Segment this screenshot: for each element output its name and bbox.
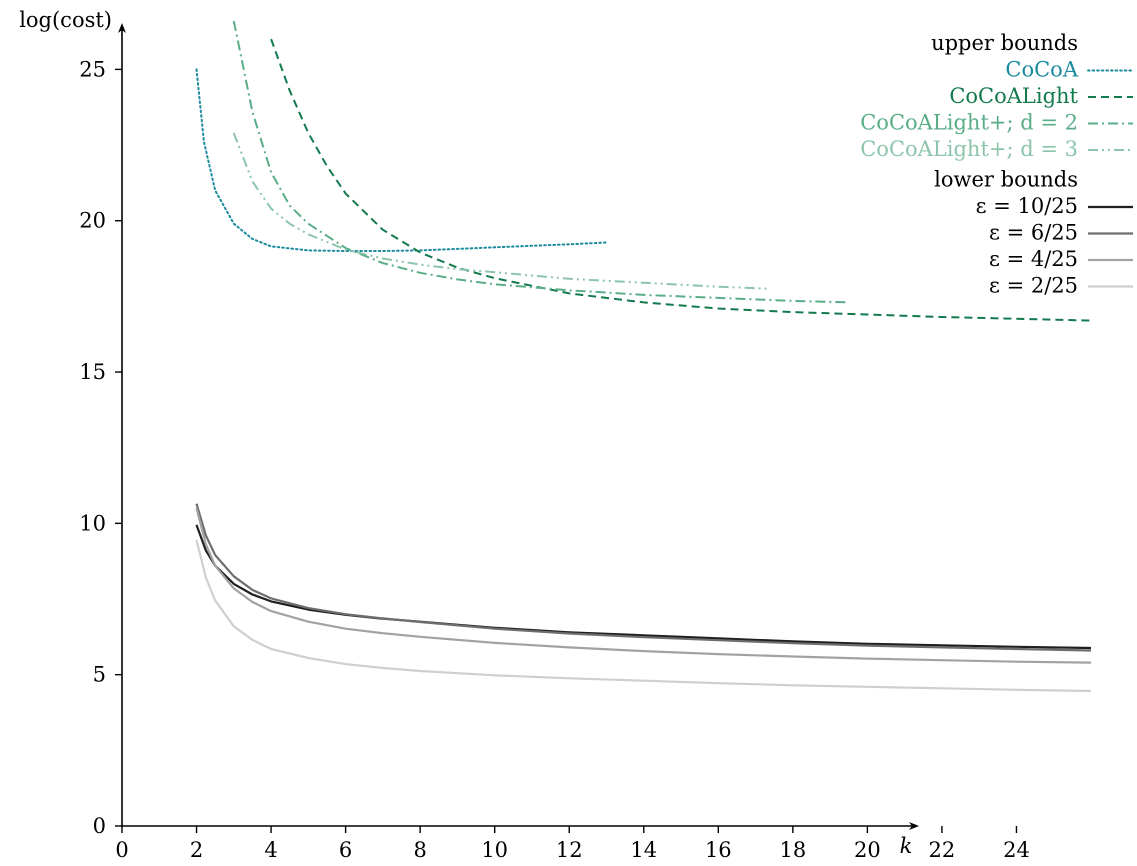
x-tick-label: 16 (705, 838, 732, 862)
x-tick-label: 8 (413, 838, 426, 862)
legend-entry-label: ε = 6/25 (989, 221, 1078, 245)
x-tick-label: 18 (779, 838, 806, 862)
x-tick-label: 0 (115, 838, 128, 862)
x-tick-label: 6 (339, 838, 352, 862)
x-tick-label: 14 (630, 838, 657, 862)
x-tick-label: 20 (854, 838, 881, 862)
series-layer (195, 20, 1092, 693)
series-line-2 (270, 38, 1092, 322)
x-tick-label: 12 (556, 838, 583, 862)
series-line-6 (195, 503, 1092, 652)
series-line-5 (195, 524, 1092, 650)
series-line-1 (195, 68, 608, 252)
y-tick-label: 20 (79, 209, 106, 233)
y-tick-label: 15 (79, 360, 106, 384)
series-line-8 (195, 539, 1092, 693)
series-line-3 (232, 20, 849, 304)
series-line-7 (195, 507, 1092, 664)
x-tick-label: 2 (190, 838, 203, 862)
x-tick-label: 4 (264, 838, 277, 862)
legend-entry-label: CoCoALight+; d = 3 (860, 137, 1078, 161)
y-tick-label: 25 (79, 57, 106, 81)
legend-entry-label: CoCoALight (949, 84, 1078, 108)
legend-entry-label: ε = 10/25 (976, 194, 1078, 218)
legend-heading: upper bounds (931, 31, 1078, 55)
y-tick-label: 0 (93, 814, 106, 838)
series-line-4 (232, 132, 771, 290)
y-tick-label: 5 (93, 663, 106, 687)
y-tick-label: 10 (79, 511, 106, 535)
legend-entry-label: ε = 4/25 (989, 247, 1078, 271)
x-tick-label: 24 (1003, 838, 1030, 862)
legend-entry-label: CoCoALight+; d = 2 (860, 111, 1078, 135)
legend-entry-label: ε = 2/25 (989, 274, 1078, 298)
axes: log(cost) k (19, 8, 919, 858)
legend-entry-label: CoCoA (1005, 58, 1078, 82)
x-tick-label: 10 (481, 838, 508, 862)
legend-heading: lower bounds (934, 168, 1078, 192)
y-axis-title: log(cost) (19, 8, 112, 32)
x-tick-label: 22 (929, 838, 956, 862)
x-axis-title: k (900, 834, 913, 858)
